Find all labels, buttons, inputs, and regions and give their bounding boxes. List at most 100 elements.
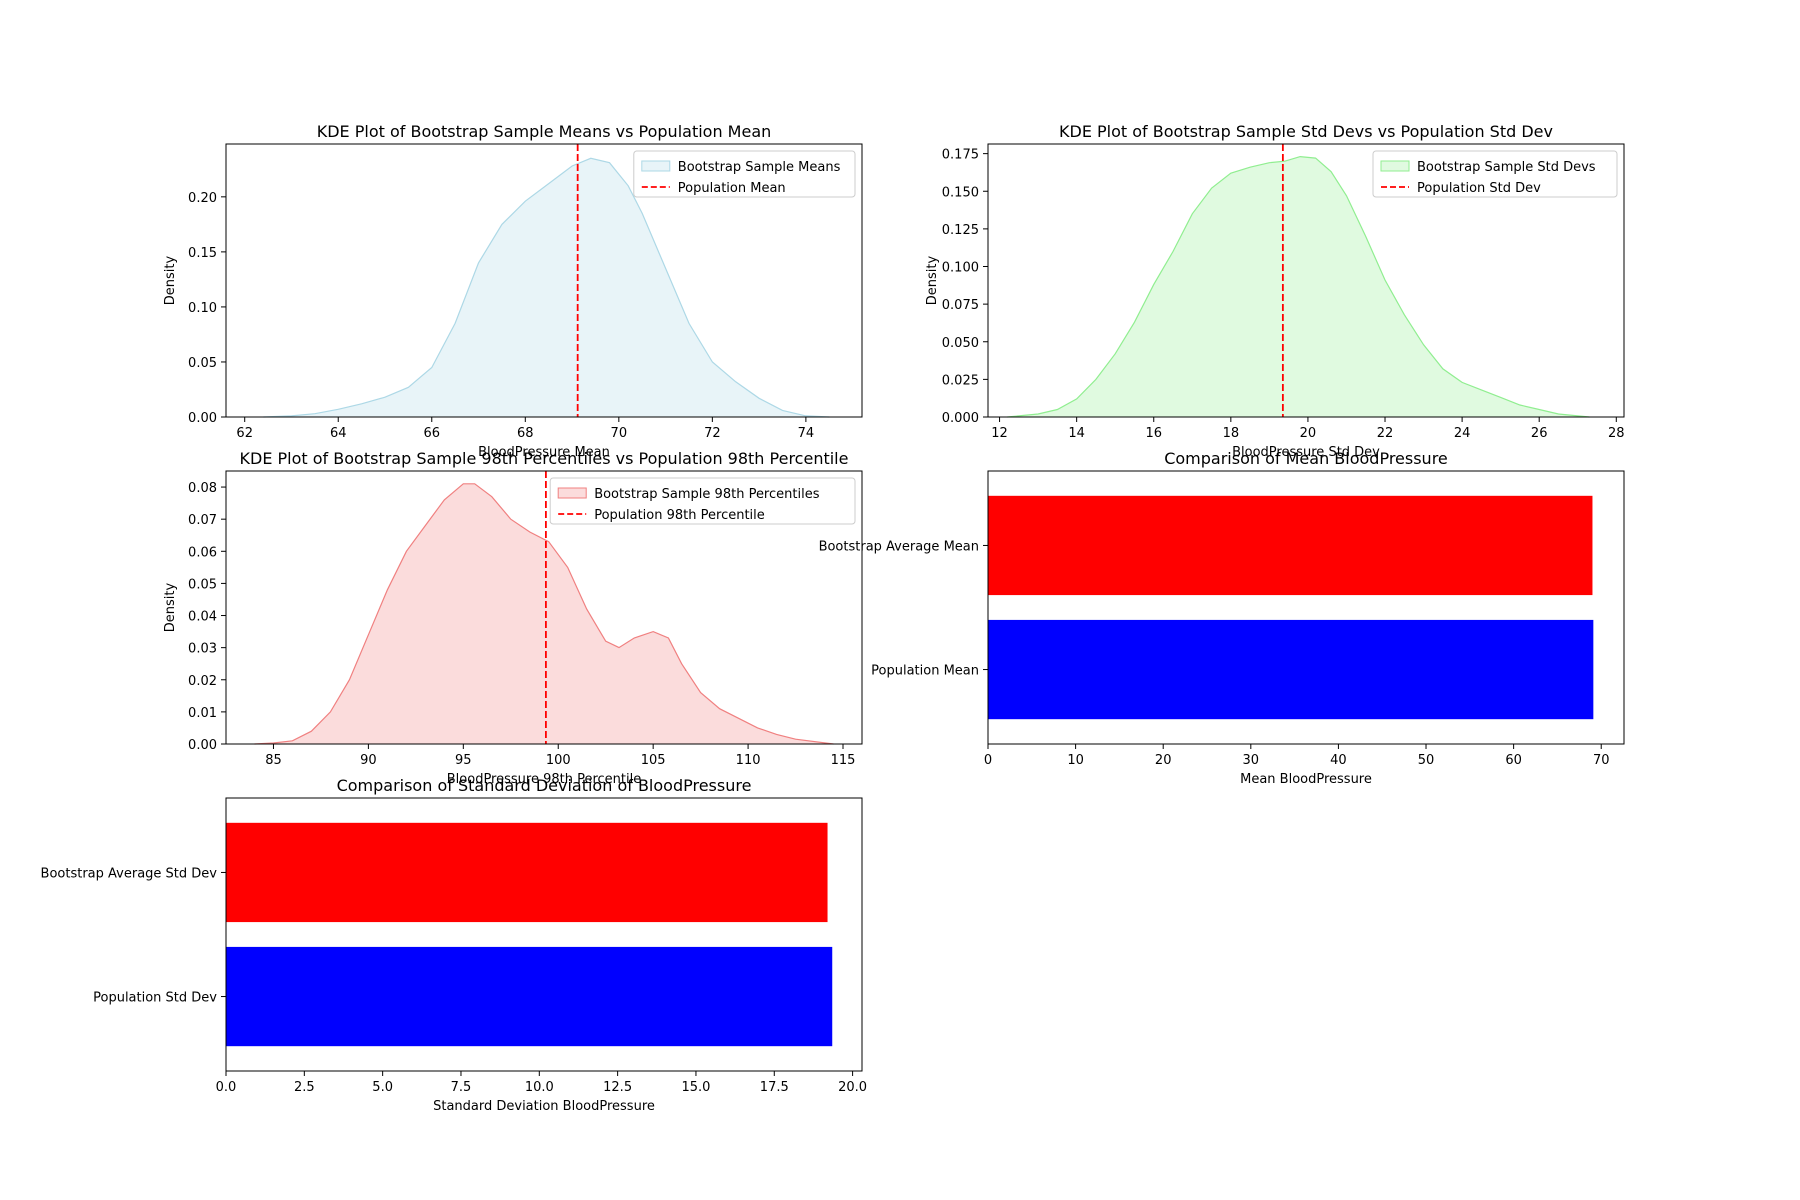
x-tick-label: 115 <box>831 753 856 768</box>
x-tick-label: 16 <box>1145 426 1162 441</box>
y-tick-label: 0.125 <box>942 223 979 238</box>
x-axis-label: Standard Deviation BloodPressure <box>433 1099 655 1114</box>
x-tick-label: 7.5 <box>451 1080 472 1095</box>
x-axis-label: BloodPressure Std Dev <box>1232 445 1380 460</box>
y-tick-label: 0.03 <box>188 642 217 657</box>
chart-title: KDE Plot of Bootstrap Sample Means vs Po… <box>317 122 772 141</box>
x-tick-label: 60 <box>1505 753 1522 768</box>
x-tick-label: 110 <box>736 753 761 768</box>
x-tick-label: 74 <box>798 426 815 441</box>
y-tick-label: 0.050 <box>942 336 979 351</box>
x-tick-label: 70 <box>1593 753 1610 768</box>
legend-swatch-area <box>641 160 671 172</box>
x-tick-label: 10.0 <box>525 1080 554 1095</box>
axes-frame <box>225 143 863 418</box>
x-tick-label: 15.0 <box>681 1080 710 1095</box>
legend-entry: Bootstrap Sample Means <box>678 160 841 175</box>
x-tick-label: 26 <box>1531 426 1548 441</box>
y-tick-label: 0.07 <box>188 513 217 528</box>
chart-5: Bootstrap Average Std Dev Population Std … <box>41 776 868 1114</box>
x-tick-label: 0.0 <box>216 1080 237 1095</box>
y-tick-label: 0.00 <box>188 411 217 426</box>
y-tick-label: 0.00 <box>188 738 217 753</box>
x-tick-label: 14 <box>1068 426 1085 441</box>
x-axis-label: Mean BloodPressure <box>1240 772 1372 787</box>
legend-entry: Bootstrap Sample Std Devs <box>1417 160 1596 175</box>
y-tick-label: 0.10 <box>188 301 217 316</box>
axes-frame <box>225 470 863 745</box>
x-tick-label: 105 <box>641 753 666 768</box>
x-tick-label: 62 <box>236 426 253 441</box>
legend-entry: Bootstrap Sample 98th Percentiles <box>594 487 820 502</box>
y-tick-label: 0.05 <box>188 577 217 592</box>
x-tick-label: 12.5 <box>603 1080 632 1095</box>
y-tick-label: 0.01 <box>188 706 217 721</box>
y-tick-label: 0.000 <box>942 411 979 426</box>
x-tick-label: 28 <box>1608 426 1625 441</box>
x-tick-label: 100 <box>546 753 571 768</box>
x-tick-label: 64 <box>330 426 347 441</box>
legend: Bootstrap Sample Std Devs Population Std … <box>1372 150 1618 198</box>
x-tick-label: 66 <box>423 426 440 441</box>
x-tick-label: 68 <box>517 426 534 441</box>
x-tick-label: 20.0 <box>838 1080 867 1095</box>
x-tick-label: 50 <box>1418 753 1435 768</box>
x-tick-label: 5.0 <box>372 1080 393 1095</box>
bar <box>988 495 1593 596</box>
chart-3: 85 90 95 100 105 110 115 0.00 0.01 0.02 0.03 0.04 0.… <box>163 449 863 787</box>
kde-area-fill <box>1007 156 1590 417</box>
kde-area-fill <box>254 483 834 744</box>
legend-entry: Population 98th Percentile <box>594 508 765 523</box>
y-tick-label: 0.08 <box>188 481 217 496</box>
x-tick-label: 17.5 <box>760 1080 789 1095</box>
axes-frame <box>987 470 1625 745</box>
x-tick-label: 85 <box>265 753 282 768</box>
legend-swatch-area <box>1380 160 1410 172</box>
y-tick-label: 0.15 <box>188 246 217 261</box>
y-tick-label: 0.075 <box>942 298 979 313</box>
bar <box>226 946 833 1047</box>
category-label: Bootstrap Average Mean <box>819 539 979 554</box>
x-tick-label: 22 <box>1377 426 1394 441</box>
x-tick-label: 72 <box>704 426 721 441</box>
legend-box <box>1372 150 1618 198</box>
category-label: Population Mean <box>871 664 979 679</box>
x-axis-label: BloodPressure 98th Percentile <box>447 772 641 787</box>
y-tick-label: 0.05 <box>188 356 217 371</box>
y-axis-label: Density <box>163 255 178 305</box>
y-tick-label: 0.06 <box>188 545 217 560</box>
y-tick-label: 0.20 <box>188 191 217 206</box>
category-label: Population Std Dev <box>93 991 217 1006</box>
axes-frame <box>225 797 863 1072</box>
x-tick-label: 2.5 <box>294 1080 315 1095</box>
axes-frame <box>987 143 1625 418</box>
legend: Bootstrap Sample 98th Percentiles Populat… <box>549 477 856 525</box>
chart-2: 12 14 16 18 20 22 24 26 28 0.000 0.025 0.050 0.075 0.… <box>925 122 1625 460</box>
kde-curve <box>254 483 834 745</box>
x-tick-label: 40 <box>1330 753 1347 768</box>
y-tick-label: 0.150 <box>942 185 979 200</box>
y-tick-label: 0.04 <box>188 610 217 625</box>
x-tick-label: 10 <box>1067 753 1084 768</box>
bar <box>226 822 828 923</box>
y-axis-label: Density <box>163 582 178 632</box>
legend-entry: Population Std Dev <box>1417 181 1541 196</box>
x-tick-label: 30 <box>1243 753 1260 768</box>
x-tick-label: 95 <box>455 753 472 768</box>
y-tick-label: 0.025 <box>942 373 979 388</box>
chart-title: KDE Plot of Bootstrap Sample Std Devs vs… <box>1059 122 1553 141</box>
x-tick-label: 18 <box>1223 426 1240 441</box>
y-tick-label: 0.100 <box>942 261 979 276</box>
kde-area-fill <box>263 158 830 418</box>
chart-1: 62 64 66 68 70 72 74 0.00 0.05 0.10 0.15 0.20 KDE Pl… <box>163 122 863 460</box>
legend-entry: Population Mean <box>678 181 786 196</box>
chart-4: Bootstrap Average Mean Population Mean 0 10… <box>819 449 1625 787</box>
x-tick-label: 12 <box>991 426 1008 441</box>
x-tick-label: 90 <box>360 753 377 768</box>
legend: Bootstrap Sample Means Population Mean <box>633 150 856 198</box>
y-axis-label: Density <box>925 255 940 305</box>
x-axis-label: BloodPressure Mean <box>478 445 610 460</box>
y-tick-label: 0.02 <box>188 674 217 689</box>
bar <box>988 619 1594 720</box>
